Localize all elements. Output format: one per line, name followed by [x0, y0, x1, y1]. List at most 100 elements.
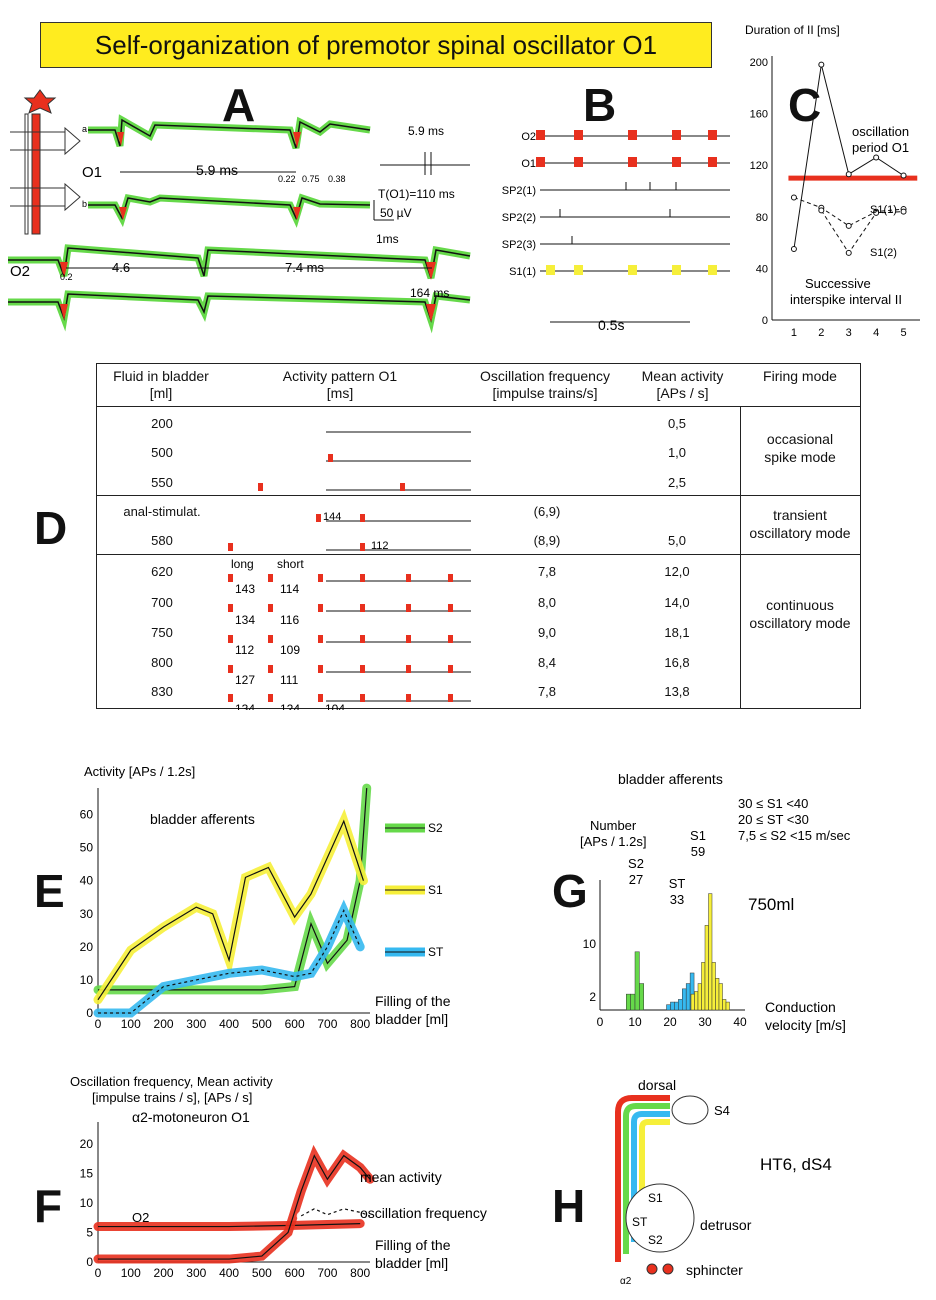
xtick: 700: [317, 1017, 337, 1031]
panel-label-b: B: [583, 79, 617, 131]
pattern-label: long: [231, 557, 254, 571]
xtick: 10: [628, 1015, 642, 1029]
ytick: 15: [80, 1166, 94, 1180]
ytick: 5: [86, 1225, 93, 1239]
histogram-bar: [690, 993, 695, 1011]
ytick: 30: [80, 907, 94, 921]
period-label: T(O1)=110 ms: [378, 187, 455, 201]
row-mean: 18,1: [664, 625, 690, 640]
raster-burst: [708, 265, 717, 275]
hdr-pattern-unit: [ms]: [326, 385, 354, 401]
h-segment: S4: [714, 1103, 730, 1118]
chart-f-ylabel-1: Oscillation frequency, Mean activity: [70, 1074, 273, 1089]
xtick: 0: [597, 1015, 604, 1029]
pattern-spike: [406, 694, 411, 702]
chart-c-xtick: 5: [900, 327, 906, 339]
mode-transient-2: oscillatory mode: [749, 525, 851, 541]
raster-burst: [574, 265, 583, 275]
raster-row-label: O2: [521, 131, 536, 143]
row-fluid: 620: [151, 564, 173, 579]
chart-c-point: [845, 171, 852, 178]
legend-osc-freq: oscillation frequency: [360, 1205, 487, 1221]
chart-c-xtick: 3: [846, 327, 852, 339]
pattern-spike: [448, 604, 453, 612]
histogram-bar: [711, 962, 716, 1011]
trace-a-label: a: [82, 124, 87, 134]
pattern-spike: [360, 543, 365, 551]
pattern-label: 111: [280, 673, 299, 687]
chart-c-point: [900, 172, 907, 179]
chart-f-xlabel-2: bladder [ml]: [375, 1255, 448, 1271]
o1-interval: 5.9 ms: [196, 162, 238, 178]
pattern-label: 112: [235, 643, 254, 657]
xtick: 100: [121, 1017, 141, 1031]
raster-burst: [574, 130, 583, 140]
mode-occasional-2: spike mode: [764, 449, 836, 465]
xtick: 40: [733, 1015, 747, 1029]
row-osc: (8,9): [533, 533, 561, 548]
pattern-label: 134: [235, 613, 255, 627]
raster-row-label: SP2(2): [502, 212, 536, 224]
pattern-spike: [316, 514, 321, 522]
histogram-bar: [704, 925, 709, 1011]
chart-g-xlabel-1: Conduction: [765, 999, 836, 1015]
ytick: 60: [80, 808, 94, 822]
mode-occasional-1: occasional: [766, 431, 834, 447]
legend-mean-activity: mean activity: [360, 1169, 442, 1185]
pattern-spike: [318, 694, 323, 702]
xtick: 0: [95, 1017, 102, 1031]
chart-g-volume: 750ml: [748, 895, 794, 914]
raster-burst: [628, 265, 637, 275]
histogram-bar: [697, 983, 702, 1011]
scale-voltage: 50 µV: [380, 206, 412, 220]
pattern-spike: [406, 665, 411, 673]
pattern-label: 116: [280, 613, 299, 627]
hdr-mean-unit: [APs / s]: [656, 385, 709, 401]
chart-c-series: [820, 210, 904, 254]
xtick: 100: [121, 1266, 141, 1280]
pattern-spike: [228, 574, 233, 582]
hdr-osc-unit: [impulse trains/s]: [492, 385, 598, 401]
raster-burst: [574, 157, 583, 167]
o1-label: O1: [82, 164, 102, 181]
chart-e-annotation: bladder afferents: [150, 811, 255, 827]
chart-c-ytick: 0: [762, 315, 768, 327]
ytick: 20: [80, 1137, 94, 1151]
histogram-bar: [678, 999, 683, 1011]
row-fluid: 500: [151, 445, 173, 460]
pattern-spike: [258, 483, 263, 491]
figure-title: Self-organization of premotor spinal osc…: [40, 22, 712, 68]
pattern-spike: [406, 574, 411, 582]
activity-patterns: 144 112 long short 143 114 134 116 112 109 127 111 1…: [228, 431, 471, 710]
pattern-spike: [400, 483, 405, 491]
histogram-bar: [666, 1004, 671, 1011]
ytick: 10: [80, 973, 94, 987]
raster-burst: [672, 130, 681, 140]
raster-burst: [672, 265, 681, 275]
histogram-bar: [722, 999, 727, 1011]
ytick: 50: [80, 841, 94, 855]
series-line: [98, 1222, 361, 1228]
ytick: 20: [80, 940, 94, 954]
raster-burst: [536, 130, 545, 140]
chart-c-ylabel: Duration of II [ms]: [745, 23, 840, 37]
panel-a-traces: a b O1 5.9 ms 0.22 0.75 0.38 5.9 ms T(O1…: [8, 89, 471, 334]
h-sphincter: sphincter: [686, 1262, 743, 1278]
pattern-spike: [448, 635, 453, 643]
chart-c: Duration of II [ms] 0 40 80 120 160 200 1 2 3 4 5 o…: [745, 23, 920, 339]
o2-interval-1: 4.6: [112, 260, 130, 275]
chart-e: Activity [APs / 1.2s] bladder afferents …: [80, 764, 451, 1031]
histogram-bar: [626, 993, 631, 1011]
pattern-spike: [360, 574, 365, 582]
ytick: 10: [583, 937, 597, 951]
chart-c-ytick: 80: [756, 212, 768, 224]
pattern-spike: [360, 604, 365, 612]
pattern-label: 104: [325, 702, 345, 710]
pattern-spike: [318, 665, 323, 673]
xtick: 800: [350, 1266, 370, 1280]
hdr-pattern: Activity pattern O1: [282, 368, 398, 384]
pattern-spike: [448, 665, 453, 673]
pattern-spike: [268, 694, 273, 702]
pattern-spike: [228, 635, 233, 643]
pattern-spike: [228, 665, 233, 673]
